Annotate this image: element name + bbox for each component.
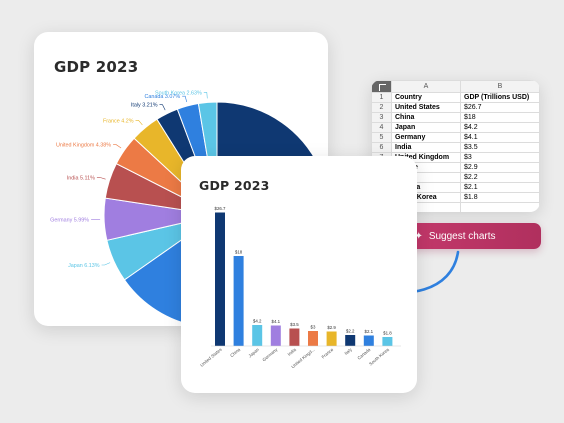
bar-tick-label: China bbox=[229, 347, 241, 359]
bar[interactable] bbox=[252, 325, 263, 346]
sheet-row: 6 India $3.5 bbox=[371, 142, 540, 153]
pie-leader-line bbox=[203, 92, 208, 99]
row-number[interactable]: 3 bbox=[371, 112, 392, 123]
suggest-charts-label: Suggest charts bbox=[428, 230, 496, 242]
sheet-row: 5 Germany $4.1 bbox=[371, 132, 540, 143]
pie-leader-line bbox=[113, 144, 122, 149]
cell-b[interactable]: $1.8 bbox=[460, 192, 540, 203]
pie-slice-label: India 5.11% bbox=[67, 175, 95, 181]
bar-data-label: $3.5 bbox=[290, 322, 299, 327]
pie-leader-line bbox=[182, 95, 187, 103]
cell-b[interactable]: $2.9 bbox=[460, 162, 540, 173]
cell-a[interactable]: Japan bbox=[391, 122, 461, 133]
bar[interactable] bbox=[382, 337, 393, 346]
bar[interactable] bbox=[308, 331, 318, 346]
bar-data-label: $18 bbox=[235, 250, 243, 255]
sheet-row: 2 United States $26.7 bbox=[371, 102, 540, 113]
bar-data-label: $2.2 bbox=[346, 329, 355, 334]
cell-a[interactable]: India bbox=[391, 142, 461, 153]
bar-data-label: $4.2 bbox=[253, 319, 262, 324]
bar-tick-label: Italy bbox=[343, 346, 353, 356]
row-number[interactable]: 2 bbox=[371, 102, 392, 113]
cell-b[interactable]: $3.5 bbox=[460, 142, 540, 153]
bar-data-label: $26.7 bbox=[215, 206, 227, 211]
row-number[interactable]: 1 bbox=[371, 92, 392, 103]
bar-chart: $26.7 United States $18 China $4.2 Japan $4.1 G… bbox=[199, 206, 401, 369]
cell-a[interactable]: Country bbox=[391, 92, 461, 103]
bar-tick-label: South Korea bbox=[368, 347, 390, 367]
row-number[interactable]: 6 bbox=[371, 142, 392, 153]
cell-b[interactable]: $18 bbox=[460, 112, 540, 123]
bar[interactable] bbox=[289, 328, 300, 347]
bar-data-label: $4.1 bbox=[272, 319, 281, 324]
pie-leader-line bbox=[159, 104, 166, 111]
select-all-corner[interactable] bbox=[371, 80, 392, 93]
pie-chart-title: GDP 2023 bbox=[54, 58, 139, 76]
sheet-row: 4 Japan $4.2 bbox=[371, 122, 540, 133]
row-number[interactable]: 4 bbox=[371, 122, 392, 133]
bar-tick-label: Germany bbox=[261, 346, 279, 362]
sheet-row: 1 Country GDP (Trillions USD) bbox=[371, 92, 540, 103]
sheet-row: 3 China $18 bbox=[371, 112, 540, 123]
bar-data-label: $1.8 bbox=[383, 331, 392, 336]
bar[interactable] bbox=[363, 335, 374, 347]
bar[interactable] bbox=[270, 325, 281, 347]
bar[interactable] bbox=[345, 335, 356, 346]
cell-b[interactable]: $4.1 bbox=[460, 132, 540, 143]
bar[interactable] bbox=[233, 256, 244, 346]
bar-tick-label: United States bbox=[199, 346, 223, 367]
sparkle-icon: ✦ bbox=[414, 230, 423, 242]
bar-data-label: $2.9 bbox=[327, 325, 336, 330]
bar-tick-label: France bbox=[321, 347, 335, 360]
cell-b[interactable]: GDP (Trillions USD) bbox=[460, 92, 540, 103]
cell-b[interactable]: $2.1 bbox=[460, 182, 540, 193]
cell-b[interactable] bbox=[460, 202, 540, 212]
cell-b[interactable]: $3 bbox=[460, 152, 540, 163]
bar-data-label: $2.1 bbox=[365, 329, 374, 334]
bar-data-label: $3 bbox=[311, 325, 316, 330]
pie-slice-label: Italy 3.21% bbox=[131, 103, 158, 109]
cell-b[interactable]: $26.7 bbox=[460, 102, 540, 113]
cell-a[interactable]: United States bbox=[391, 102, 461, 113]
pie-leader-line bbox=[101, 262, 111, 266]
bar-tick-label: Canada bbox=[356, 347, 371, 361]
bar[interactable] bbox=[215, 212, 225, 347]
cell-b[interactable]: $4.2 bbox=[460, 122, 540, 133]
pie-leader-line bbox=[135, 120, 143, 126]
bar-chart-title: GDP 2023 bbox=[199, 178, 270, 193]
pie-slice-label: Canada 3.07% bbox=[145, 94, 181, 100]
bar-tick-label: Japan bbox=[247, 347, 260, 359]
cell-a[interactable]: Germany bbox=[391, 132, 461, 143]
pie-slice-label: South Korea 2.63% bbox=[155, 90, 202, 96]
cell-a[interactable]: China bbox=[391, 112, 461, 123]
bar-tick-label: India bbox=[287, 347, 298, 357]
pie-slice-label: United Kingdom 4.38% bbox=[56, 143, 111, 149]
bar[interactable] bbox=[326, 331, 337, 347]
column-header-a[interactable]: A bbox=[391, 80, 461, 93]
bar-chart-card[interactable]: GDP 2023 $26.7 United States $18 China $4.2 J… bbox=[181, 156, 417, 393]
pie-slice-label: Germany 5.99% bbox=[50, 218, 89, 224]
cell-b[interactable]: $2.2 bbox=[460, 172, 540, 183]
row-number[interactable]: 5 bbox=[371, 132, 392, 143]
pie-leader-line bbox=[96, 177, 106, 180]
pie-slice-label: Japan 6.13% bbox=[68, 263, 100, 269]
pie-slice-label: France 4.2% bbox=[103, 118, 134, 124]
column-header-b[interactable]: B bbox=[460, 80, 540, 93]
